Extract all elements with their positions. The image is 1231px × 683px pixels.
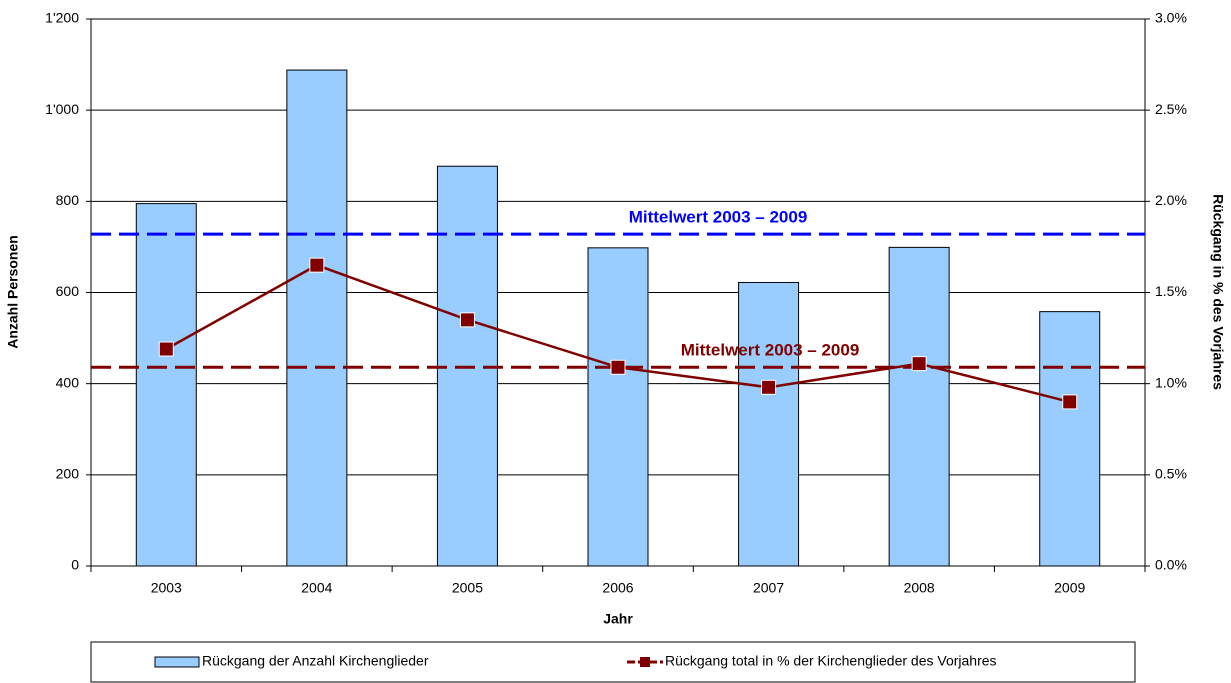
bar: [286, 69, 348, 567]
marker: [911, 356, 927, 372]
bar: [135, 203, 197, 567]
marker: [459, 312, 475, 328]
y-tick-label: 400: [56, 374, 80, 390]
legend-marker: [640, 657, 650, 667]
bar: [587, 247, 649, 567]
x-tick-label: 2003: [151, 580, 182, 596]
marker: [158, 341, 174, 357]
mean-label: Mittelwert 2003 – 2009: [681, 341, 860, 360]
x-tick-label: 2007: [753, 580, 784, 596]
y2-tick-label: 3.0%: [1155, 10, 1187, 26]
bar: [1039, 311, 1101, 567]
x-tick-label: 2006: [602, 580, 633, 596]
y2-tick-label: 1.0%: [1155, 374, 1187, 390]
y-axis-title: Anzahl Personen: [5, 235, 21, 349]
y2-tick-label: 1.5%: [1155, 283, 1187, 299]
legend-swatch: [154, 656, 200, 668]
bar: [888, 246, 950, 567]
marker: [761, 379, 777, 395]
y-tick-label: 0: [71, 557, 79, 573]
marker: [1062, 394, 1078, 410]
y-tick-label: 800: [56, 192, 80, 208]
y-tick-label: 1'000: [45, 101, 79, 117]
y-tick-label: 200: [56, 466, 80, 482]
x-tick-label: 2009: [1054, 580, 1085, 596]
y2-tick-label: 2.0%: [1155, 192, 1187, 208]
x-tick-label: 2004: [301, 580, 332, 596]
y-tick-label: 1'200: [45, 10, 79, 26]
bar: [738, 281, 800, 567]
legend-label: Rückgang der Anzahl Kirchenglieder: [202, 653, 429, 669]
y2-tick-label: 2.5%: [1155, 101, 1187, 117]
x-tick-label: 2005: [452, 580, 483, 596]
x-axis-title: Jahr: [603, 611, 633, 627]
y-tick-label: 600: [56, 283, 80, 299]
mean-label: Mittelwert 2003 – 2009: [629, 208, 808, 227]
x-tick-label: 2008: [904, 580, 935, 596]
legend-label: Rückgang total in % der Kirchenglieder d…: [665, 653, 997, 669]
y2-tick-label: 0.0%: [1155, 557, 1187, 573]
y2-tick-label: 0.5%: [1155, 466, 1187, 482]
y2-axis-title: Rückgang in % des Vorjahres: [1210, 194, 1226, 390]
marker: [309, 257, 325, 273]
marker: [610, 359, 626, 375]
legend: [90, 641, 1136, 683]
